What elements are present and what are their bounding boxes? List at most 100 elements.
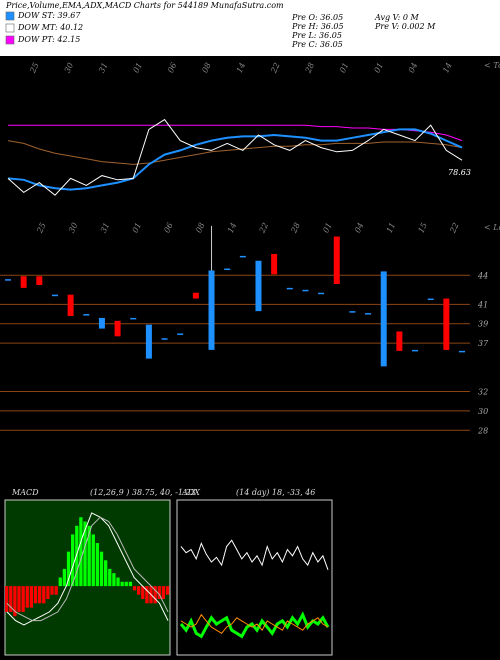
candle-body [286,287,293,290]
histogram-bar [141,586,145,600]
histogram-bar [108,568,112,587]
candle-body [271,253,278,275]
date-label: 28 [289,221,302,235]
histogram-bar [54,586,58,595]
candle-body [51,294,58,297]
histogram-bar [120,581,124,587]
date-label: 30 [67,221,79,234]
info-text: Pre V: 0.002 M [374,22,436,31]
header-background [0,0,500,56]
panel-label: ADX [181,488,200,497]
histogram-bar [128,581,133,587]
histogram-bar [71,534,75,587]
series-line [180,613,329,634]
histogram-bar [50,586,54,595]
histogram-bar [25,586,29,608]
histogram-bar [9,586,13,612]
histogram-bar [87,525,91,587]
series-line [8,124,463,142]
candle-body [380,271,387,367]
date-label: 31 [97,61,109,74]
histogram-bar [13,586,17,617]
y-tick-label: 37 [478,339,489,348]
candle-body [177,333,184,335]
date-label: 04 [353,221,365,234]
histogram-bar [66,551,71,587]
date-label: 01 [321,221,333,234]
info-text: Pre H: 36.05 [291,22,344,31]
date-label: 14 [226,221,238,234]
histogram-bar [137,586,141,595]
date-label: 06 [162,221,174,234]
y-tick-label: 28 [477,426,488,435]
series-line [7,140,463,165]
histogram-bar [116,577,120,587]
histogram-bar [157,586,161,600]
candle-body [67,294,74,316]
candle-body [318,292,325,295]
histogram-bar [42,586,46,604]
date-label: 08 [200,61,212,74]
candle-body [36,276,43,285]
histogram-bar [29,586,34,608]
panel-params: (14 day) 18, -33, 46 [236,488,315,497]
panel [176,499,333,656]
date-label: 06 [166,61,178,74]
legend-swatch [5,35,15,45]
candle-body [412,349,419,352]
histogram-bar [132,586,137,591]
y-tick-label: 32 [478,388,488,397]
date-label: 22 [448,221,461,235]
series-line [6,512,169,626]
histogram-bar [145,586,149,604]
date-label: 25 [28,61,41,75]
histogram-bar [112,573,116,587]
candle-body [145,324,152,359]
date-label: 28 [303,61,316,75]
legend-swatch [5,11,15,21]
date-label: 15 [417,221,429,234]
candle-body [5,279,11,281]
series-line [7,118,463,196]
date-label: 14 [441,61,453,74]
candle-body [192,292,199,299]
candle-body [239,255,246,258]
histogram-bar [165,586,170,595]
chart-title: Price,Volume,EMA,ADX,MACD Charts for 544… [5,1,284,10]
y-tick-label: 39 [478,320,488,329]
y-tick-label: 30 [478,407,488,416]
candle-body [459,350,465,353]
candle-body [349,311,356,313]
corner-label: < Tops [484,61,500,70]
date-label: 14 [235,61,247,74]
histogram-bar [17,586,21,612]
panel-params: (12,26,9 ) 38.75, 40, -1.23 [90,488,196,497]
legend-label: DOW ST: 39.67 [17,11,81,20]
series-line [6,516,169,622]
histogram-bar [5,586,9,612]
candle-body [224,268,231,271]
date-label: 25 [35,221,48,235]
candle-body [427,298,434,301]
candle-body [255,260,262,312]
histogram-bar [91,534,95,587]
candle-body [20,276,27,288]
candle-body [396,331,403,351]
histogram-bar [21,586,25,612]
histogram-bar [58,577,62,587]
histogram-bar [104,560,108,587]
histogram-bar [153,586,157,604]
candle-body [302,289,309,292]
series-line [180,539,329,570]
y-tick-label: 44 [477,271,488,280]
candle-body [83,314,90,316]
candle-body [161,338,168,340]
candle-body [443,298,450,350]
histogram-bar [62,568,67,587]
y-tick-label: 41 [477,300,488,309]
candle-body [130,317,137,320]
candle-body [98,317,105,329]
histogram-bar [99,551,104,587]
